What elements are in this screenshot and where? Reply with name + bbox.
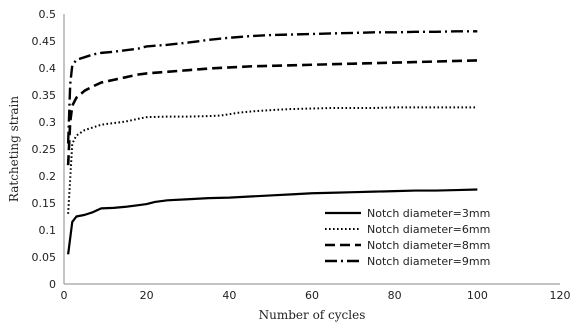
x-tick-label: 0	[61, 289, 68, 302]
y-tick-label: 0.1	[39, 224, 57, 237]
y-tick-label: 0.25	[32, 143, 57, 156]
x-tick-label: 60	[305, 289, 319, 302]
legend: Notch diameter=3mm Notch diameter=6mm Notc…	[325, 207, 490, 268]
y-tick-labels: 0 0.05 0.1 0.15 0.2 0.25 0.3 0.35 0.4 0.45 0.5	[32, 8, 57, 291]
legend-label: Notch diameter=8mm	[367, 239, 490, 252]
y-axis-title: Ratcheting strain	[7, 96, 21, 202]
y-tick-label: 0.05	[32, 251, 57, 264]
y-tick-label: 0	[49, 278, 56, 291]
series-line-2	[66, 59, 478, 166]
x-tick-label: 80	[388, 289, 402, 302]
series-line-1	[67, 106, 478, 214]
y-tick-label: 0.15	[32, 197, 57, 210]
x-tick-label: 120	[550, 289, 571, 302]
y-tick-label: 0.5	[39, 8, 57, 21]
y-tick-label: 0.35	[32, 89, 57, 102]
legend-label: Notch diameter=6mm	[367, 223, 490, 236]
series-line-3	[66, 30, 478, 144]
plot-area: 0 20 40 60 80 100 120 0 0.05 0.1 0.15 0.2 0.25 0.3 0.…	[32, 8, 571, 302]
y-tick-label: 0.2	[39, 170, 57, 183]
series-line-0	[67, 188, 478, 255]
series-lines	[66, 30, 478, 255]
legend-label: Notch diameter=3mm	[367, 207, 490, 220]
x-tick-label: 20	[140, 289, 154, 302]
y-tick-label: 0.4	[39, 62, 57, 75]
y-tick-label: 0.3	[39, 116, 57, 129]
x-tick-label: 100	[467, 289, 488, 302]
y-tick-label: 0.45	[32, 35, 57, 48]
x-tick-labels: 0 20 40 60 80 100 120	[61, 289, 571, 302]
legend-label: Notch diameter=9mm	[367, 255, 490, 268]
x-axis-title: Number of cycles	[259, 308, 366, 322]
x-tick-label: 40	[222, 289, 236, 302]
